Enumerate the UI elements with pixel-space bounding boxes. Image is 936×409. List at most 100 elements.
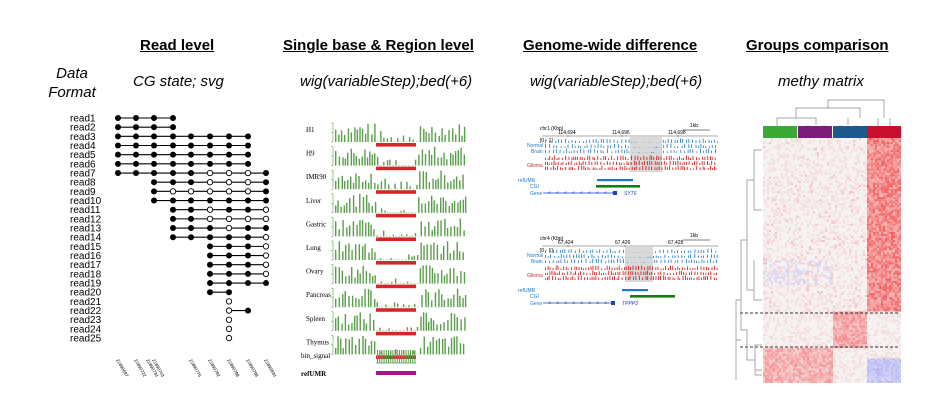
heatmap-cell <box>797 144 799 147</box>
heatmap-cell <box>805 178 807 181</box>
normal-bar <box>594 149 596 153</box>
glioma-bar <box>618 275 620 280</box>
heatmap-cell <box>801 276 803 279</box>
heatmap-cell <box>831 280 833 283</box>
heatmap-cell <box>773 225 775 228</box>
heatmap-cell <box>801 299 803 302</box>
heatmap-cell <box>777 144 779 147</box>
heatmap-cell <box>785 280 787 283</box>
heatmap-cell <box>791 186 793 190</box>
heatmap-cell <box>875 203 877 206</box>
heatmap-cell <box>867 246 869 249</box>
heatmap-cell <box>819 237 821 241</box>
heatmap-cell <box>809 264 811 267</box>
glioma-bar <box>627 271 629 275</box>
heatmap-cell <box>835 246 837 249</box>
heatmap-cell <box>833 215 835 218</box>
heatmap-cell <box>899 209 901 212</box>
heatmap-cell <box>877 144 879 147</box>
heatmap-cell <box>859 223 861 226</box>
methylation-bar <box>429 265 431 284</box>
heatmap-cell <box>833 231 835 234</box>
heatmap-cell <box>877 286 879 290</box>
heatmap-cell <box>819 276 821 279</box>
heatmap-cell <box>845 325 847 328</box>
heatmap-cell <box>883 291 885 294</box>
heatmap-cell <box>797 262 799 265</box>
heatmap-cell <box>879 154 881 157</box>
heatmap-cell <box>831 142 833 145</box>
heatmap-cell <box>877 227 879 230</box>
heatmap-cell <box>889 286 891 290</box>
glioma-bar <box>625 276 627 280</box>
heatmap-cell <box>825 229 827 232</box>
heatmap-cell <box>897 272 899 275</box>
heatmap-cell <box>787 156 789 159</box>
heatmap-cell <box>885 268 887 271</box>
heatmap-cell <box>765 262 767 265</box>
heatmap-cell <box>807 201 809 204</box>
heatmap-cell <box>853 237 855 241</box>
heatmap-cell <box>845 321 847 324</box>
heatmap-cell <box>881 303 883 306</box>
heatmap-cell <box>877 278 879 281</box>
heatmap-cell <box>811 189 813 192</box>
heatmap-cell <box>893 303 895 306</box>
heatmap-cell <box>875 142 877 145</box>
glioma-bar <box>707 168 709 170</box>
heatmap-cell <box>767 193 769 196</box>
methylation-bar <box>450 226 452 237</box>
methylation-bar <box>444 338 446 355</box>
heatmap-cell <box>853 186 855 190</box>
heatmap-cell <box>827 138 829 141</box>
heatmap-cell <box>863 331 865 334</box>
glioma-bar <box>573 156 575 160</box>
heatmap-cell <box>797 140 799 143</box>
heatmap-cell <box>861 335 863 338</box>
heatmap-cell <box>841 317 843 320</box>
heatmap-cell <box>785 225 787 228</box>
normal-bar <box>564 146 566 148</box>
heatmap-cell <box>803 337 805 341</box>
gene-arrow: < <box>580 191 583 197</box>
methylation-bar <box>456 288 459 308</box>
heatmap-cell <box>853 327 855 330</box>
glioma-bar <box>629 276 631 280</box>
heatmap-cell <box>861 174 863 177</box>
heatmap-cell <box>849 335 851 338</box>
methylation-bar <box>403 210 405 213</box>
heatmap-cell <box>859 297 861 300</box>
heatmap-cell <box>817 305 819 308</box>
heatmap-cell <box>771 209 773 212</box>
methylation-bar <box>437 157 439 166</box>
heatmap-cell <box>893 307 895 310</box>
heatmap-cell <box>891 299 893 302</box>
heatmap-cell <box>893 293 895 296</box>
heatmap-cell <box>885 303 887 306</box>
glioma-bar <box>555 265 557 270</box>
heatmap-cell <box>879 217 881 220</box>
heatmap-cell <box>847 301 849 304</box>
heatmap-cell <box>815 148 817 151</box>
heatmap-cell <box>791 274 793 277</box>
heatmap-cell <box>843 291 845 294</box>
heatmap-cell <box>767 321 769 324</box>
heatmap-cell <box>855 325 857 328</box>
methylation-bar <box>392 330 394 331</box>
heatmap-cell <box>799 174 801 177</box>
heatmap-cell <box>835 325 837 328</box>
heatmap-cell <box>875 219 877 222</box>
heatmap-cell <box>817 258 819 261</box>
glioma-bar <box>618 265 620 270</box>
normal-bar <box>687 149 689 153</box>
heatmap-cell <box>865 333 867 336</box>
heatmap-cell <box>891 186 893 190</box>
heatmap-cell <box>863 315 865 318</box>
heatmap-cell <box>889 221 891 224</box>
heatmap-cell <box>881 144 883 147</box>
heatmap-cell <box>827 313 829 316</box>
heatmap-cell <box>773 317 775 320</box>
heatmap-cell <box>885 182 887 185</box>
heatmap-cell <box>883 337 885 341</box>
heatmap-cell <box>879 252 881 255</box>
